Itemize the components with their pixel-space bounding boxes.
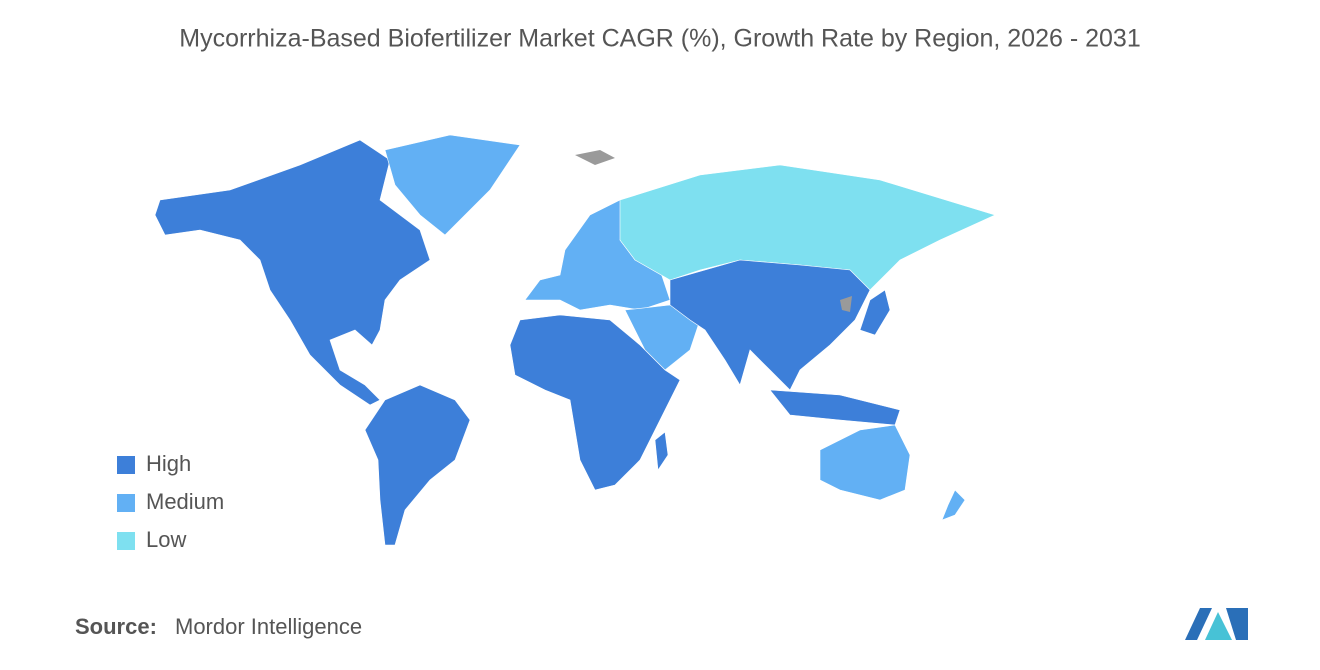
north-america bbox=[154, 139, 431, 406]
legend-swatch bbox=[117, 494, 135, 512]
no-data-region bbox=[840, 296, 852, 312]
legend-swatch bbox=[117, 456, 135, 474]
world-map bbox=[154, 134, 996, 546]
no-data-region bbox=[575, 150, 615, 165]
new-zealand bbox=[941, 489, 966, 521]
legend-label: High bbox=[146, 451, 191, 476]
legend-label: Medium bbox=[146, 489, 224, 514]
asia bbox=[669, 259, 871, 391]
legend-label: Low bbox=[146, 527, 186, 552]
australia bbox=[819, 424, 911, 501]
logo-shape bbox=[1185, 608, 1212, 640]
africa bbox=[509, 314, 681, 491]
south-america bbox=[364, 384, 471, 546]
legend: High Medium Low bbox=[117, 451, 224, 552]
logo-shape bbox=[1205, 612, 1232, 640]
chart-title: Mycorrhiza-Based Biofertilizer Market CA… bbox=[179, 25, 1140, 53]
logo-shape bbox=[1226, 608, 1248, 640]
legend-swatch bbox=[117, 532, 135, 550]
source-text: Mordor Intelligence bbox=[175, 614, 362, 639]
madagascar bbox=[654, 431, 669, 471]
japan bbox=[859, 289, 891, 336]
logo bbox=[1185, 608, 1248, 640]
source-label: Source: bbox=[75, 614, 157, 639]
greenland bbox=[384, 134, 521, 236]
